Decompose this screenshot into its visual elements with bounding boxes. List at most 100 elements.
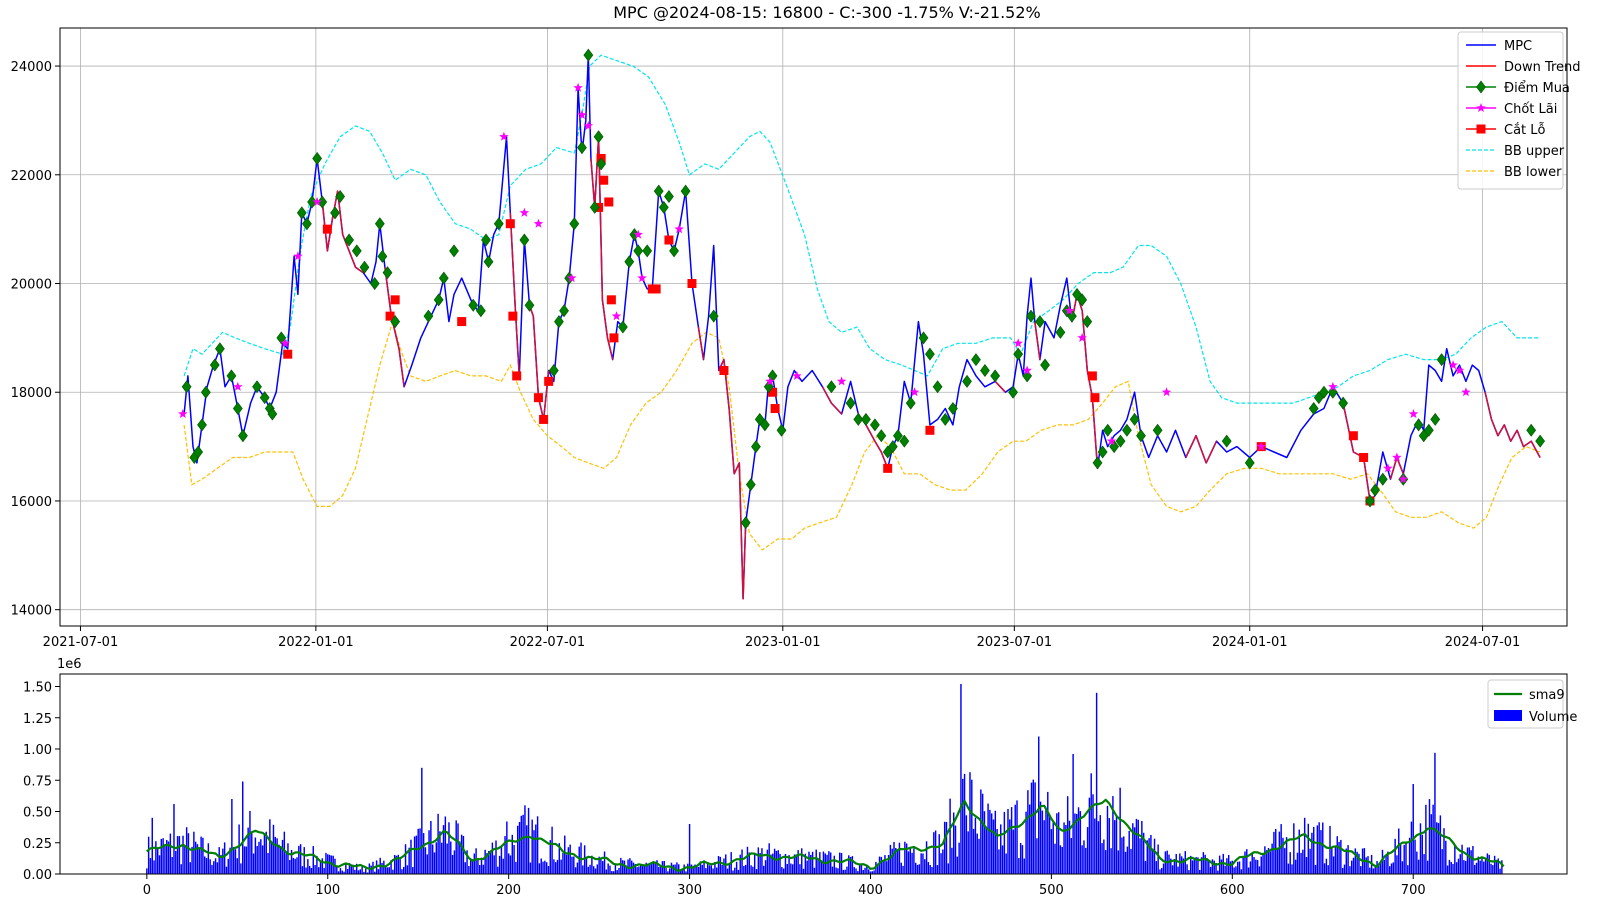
volume-bar — [424, 847, 427, 874]
volume-bar — [779, 853, 781, 874]
volume-bar — [261, 845, 264, 874]
volume-bar — [909, 846, 912, 874]
volume-bar — [813, 867, 816, 874]
legend-label: sma9 — [1529, 688, 1565, 703]
volume-bar — [1472, 846, 1474, 874]
volume-bar — [952, 812, 955, 874]
volume-bar — [319, 860, 322, 874]
volume-bar — [207, 843, 210, 874]
volume-bar — [486, 853, 488, 874]
volume-bar — [361, 865, 363, 874]
volume-bar — [831, 866, 834, 874]
buy-point-marker — [483, 255, 494, 269]
volume-bar — [866, 866, 868, 874]
price-x-tick-label: 2022-01-01 — [278, 635, 354, 650]
down-trend-segment — [590, 135, 614, 360]
buy-point-marker — [870, 418, 880, 432]
buy-point-marker — [200, 385, 211, 399]
volume-bar — [649, 864, 651, 874]
take-profit-marker — [1256, 441, 1266, 451]
volume-bar — [153, 860, 155, 874]
take-profit-marker — [792, 370, 802, 380]
volume-bar — [480, 857, 483, 874]
volume-bar — [1448, 859, 1451, 874]
buy-point-marker — [708, 309, 719, 323]
volume-bar — [922, 853, 924, 874]
volume-bar — [877, 863, 879, 874]
volume-bar — [582, 865, 584, 874]
volume-bar — [451, 854, 454, 874]
buy-point-marker — [344, 233, 354, 247]
buy-point-marker — [1377, 472, 1388, 486]
volume-bar — [891, 848, 893, 874]
volume-bar — [636, 867, 638, 874]
volume-bar — [1421, 834, 1423, 874]
volume-x-tick-label: 500 — [1039, 883, 1064, 898]
take-profit-marker — [836, 376, 847, 386]
volume-bar — [1414, 839, 1416, 874]
volume-bar — [1412, 784, 1414, 874]
volume-bar — [513, 845, 515, 874]
volume-bar — [478, 865, 481, 874]
volume-bar — [766, 849, 769, 874]
buy-point-marker — [633, 244, 644, 258]
volume-bar — [632, 862, 635, 874]
volume-bar — [1367, 856, 1369, 874]
volume-bar — [211, 864, 213, 874]
buy-point-marker — [680, 184, 691, 198]
volume-bar — [1303, 817, 1306, 875]
volume-bar — [466, 850, 468, 874]
volume-bar — [415, 835, 418, 874]
buy-point-marker — [232, 402, 243, 416]
price-y-tick-label: 22000 — [11, 169, 52, 184]
volume-bar — [717, 856, 720, 874]
buy-point-marker — [1526, 423, 1537, 437]
buy-point-marker — [624, 255, 635, 269]
volume-bar — [1246, 849, 1248, 874]
volume-bar — [1237, 861, 1239, 874]
buy-point-marker — [990, 369, 1001, 383]
volume-bar — [256, 846, 258, 874]
stop-loss-marker — [664, 235, 674, 245]
price-legend: MPC Down Trend Điểm Mua Chốt Lãi Cắt Lỗ BB up… — [1457, 31, 1581, 190]
buy-point-marker — [1092, 456, 1103, 470]
take-profit-marker — [1454, 365, 1465, 375]
volume-bar — [902, 865, 904, 874]
volume-bar — [1186, 864, 1188, 874]
volume-bar — [1231, 860, 1234, 874]
buy-point-marker — [351, 244, 362, 258]
volume-bar — [536, 816, 539, 874]
volume-bar — [1276, 847, 1279, 874]
volume-bar — [187, 833, 190, 874]
stop-loss-marker — [768, 387, 778, 397]
volume-bar — [488, 851, 490, 874]
volume-bar — [1180, 856, 1183, 874]
volume-bar — [1050, 829, 1053, 874]
volume-bar — [1009, 819, 1011, 874]
take-profit-marker — [633, 229, 643, 239]
volume-bar — [489, 851, 492, 874]
volume-bar — [1238, 861, 1241, 874]
volume-legend: sma9 Volume — [1487, 679, 1577, 729]
volume-bar — [471, 859, 474, 874]
volume-bar — [781, 867, 783, 874]
buy-point-marker — [669, 244, 679, 258]
volume-bar — [1036, 838, 1038, 874]
price-plot-area — [60, 28, 1567, 626]
volume-bar — [1217, 870, 1219, 874]
buy-point-marker — [259, 391, 270, 405]
volume-bar — [768, 843, 770, 874]
volume-bar — [1057, 812, 1060, 874]
volume-bar — [176, 836, 179, 874]
volume-bar — [146, 868, 148, 874]
volume-bar — [242, 781, 244, 874]
buy-point-marker — [1308, 402, 1319, 416]
buy-point-marker — [887, 440, 898, 454]
volume-bar — [1481, 856, 1483, 874]
volume-bar — [640, 865, 642, 874]
volume-bar — [1466, 847, 1469, 874]
volume-bar — [855, 868, 857, 874]
volume-bar — [251, 833, 253, 874]
volume-bar — [1066, 796, 1069, 874]
volume-bar — [763, 865, 765, 874]
